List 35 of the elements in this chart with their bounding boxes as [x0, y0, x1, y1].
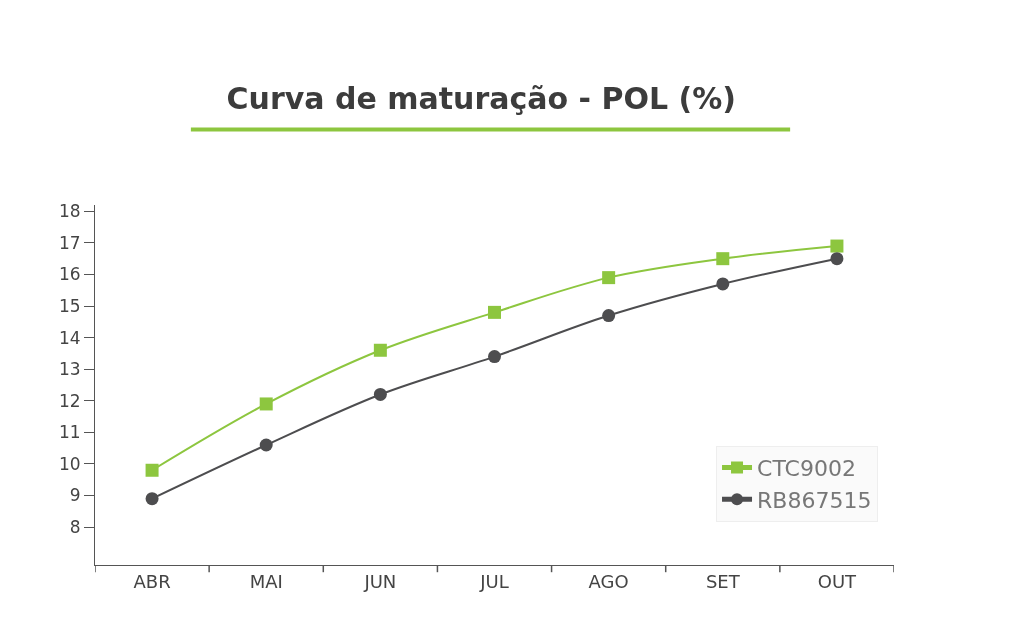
chart-title: Curva de maturação - POL (%) [226, 80, 736, 116]
x-tick-label: MAI [249, 570, 283, 592]
x-tick-label: AGO [588, 570, 629, 592]
y-tick-label: 10 [58, 453, 81, 474]
point [373, 387, 387, 401]
y-tick-label: 14 [58, 327, 81, 348]
point [830, 239, 844, 253]
y-tick-label: 15 [58, 296, 81, 316]
y-tick-label: 17 [58, 232, 81, 253]
point [488, 350, 501, 364]
point [716, 277, 730, 291]
y-tick-label: 12 [58, 390, 81, 411]
y-tick-label: 18 [58, 201, 81, 222]
point [259, 438, 273, 452]
legend-label: CTC9002 [757, 456, 856, 482]
y-tick-label: 9 [69, 485, 81, 506]
point [830, 252, 844, 266]
y-tick-label: 8 [69, 517, 81, 538]
x-tick-label: ABR [133, 570, 171, 592]
y-tick-label: 13 [58, 359, 81, 380]
point [373, 343, 387, 357]
point [602, 309, 616, 323]
x-tick-label: SET [705, 570, 741, 592]
point [145, 492, 159, 506]
point [259, 397, 273, 411]
point [602, 271, 616, 285]
x-tick-label: OUT [817, 570, 858, 592]
x-tick-label: JUL [479, 570, 509, 592]
point [145, 463, 159, 477]
point [716, 252, 730, 266]
y-tick-label: 11 [58, 422, 81, 443]
y-tick-label: 16 [58, 264, 81, 285]
x-tick-label: JUN [363, 570, 397, 592]
point [488, 305, 501, 319]
legend-label: RB867515 [757, 487, 872, 513]
